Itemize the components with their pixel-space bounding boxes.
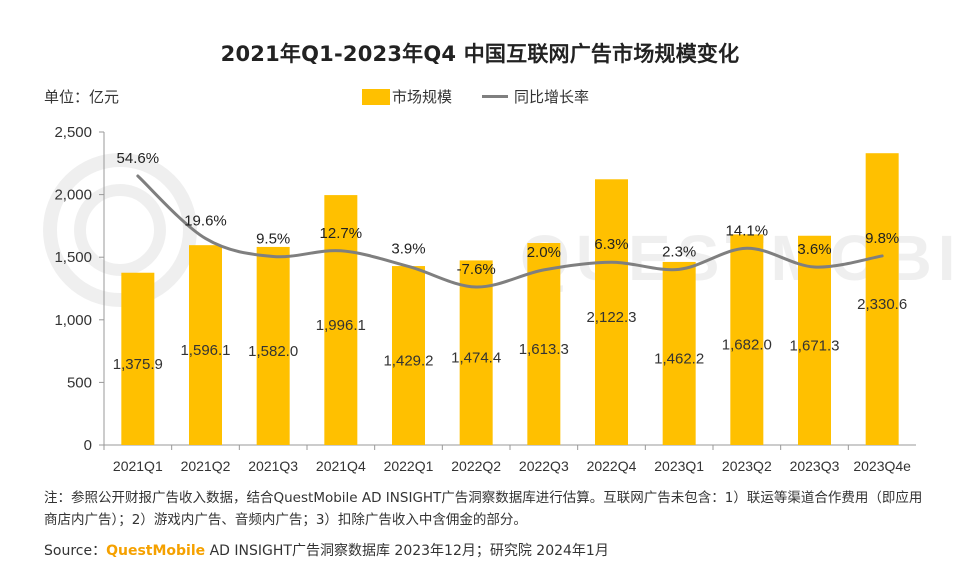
bar-value-label: 1,671.3: [789, 337, 839, 354]
growth-value-label: 14.1%: [726, 222, 769, 239]
y-tick-label: 0: [84, 437, 92, 454]
bar: [595, 179, 628, 446]
y-tick-label: 500: [67, 374, 92, 391]
y-tick-label: 2,000: [54, 187, 92, 204]
bar: [324, 195, 358, 445]
bar-value-label: 1,462.2: [654, 350, 704, 367]
bar-value-label: 1,474.4: [451, 350, 501, 367]
bar: [662, 261, 696, 445]
growth-value-label: 54.6%: [117, 150, 160, 167]
growth-value-label: 19.6%: [184, 212, 227, 229]
bar-value-label: 1,582.0: [248, 343, 298, 360]
footnote: 注：参照公开财报广告收入数据，结合QuestMobile AD INSIGHT广…: [44, 490, 923, 528]
growth-value-label: 9.8%: [865, 230, 899, 247]
growth-value-label: -7.6%: [457, 261, 496, 278]
x-tick-label: 2021Q4: [316, 458, 366, 474]
growth-value-label: 2.0%: [527, 244, 561, 261]
growth-value-label: 3.6%: [797, 241, 831, 258]
legend-bar-label: 市场规模: [392, 88, 453, 106]
bar-value-label: 2,122.3: [586, 309, 636, 326]
source-prefix: Source：: [44, 543, 107, 559]
bar: [459, 260, 493, 445]
bar-value-label: 1,613.3: [519, 341, 569, 358]
bar: [527, 243, 561, 445]
x-tick-label: 2023Q2: [722, 458, 772, 474]
bar: [392, 266, 425, 445]
legend-bar-swatch: [362, 88, 390, 105]
bar: [730, 234, 764, 445]
bar-value-label: 2,330.6: [857, 296, 907, 313]
bar: [121, 272, 155, 445]
bar-labels-group: 1,375.9 1,596.1 1,582.0 1,996.1 1,429.2 1,474…: [113, 296, 907, 373]
source-line: Source：QuestMobile AD INSIGHT广告洞察数据库 202…: [44, 540, 609, 560]
y-tick-label: 1,500: [54, 249, 92, 266]
bar-value-label: 1,429.2: [383, 353, 433, 370]
x-tick-label: 2022Q4: [587, 458, 637, 474]
growth-line-group: [136, 174, 884, 289]
legend-line-swatch: [482, 95, 509, 98]
x-tick-label: 2023Q4e: [853, 458, 911, 474]
x-tick-label: 2022Q2: [451, 458, 501, 474]
growth-line: [136, 174, 884, 289]
bar-value-label: 1,996.1: [316, 317, 366, 334]
x-tick-label: 2021Q2: [181, 458, 231, 474]
y-tick-label: 1,000: [54, 312, 92, 329]
bar-value-label: 1,375.9: [113, 356, 163, 373]
source-brand: QuestMobile: [106, 543, 206, 559]
source-rest: AD INSIGHT广告洞察数据库 2023年12月；研究院 2024年1月: [205, 543, 609, 559]
growth-value-label: 6.3%: [594, 236, 628, 253]
x-tick-label: 2022Q3: [519, 458, 569, 474]
unit-label: 单位：亿元: [44, 88, 120, 106]
growth-value-label: 2.3%: [662, 243, 696, 260]
x-tick-label: 2022Q1: [384, 458, 434, 474]
axes: 0 500 1,000 1,500 2,000 2,500 2021Q1 2021Q2 2021…: [54, 124, 916, 474]
bars-group: [121, 153, 899, 446]
legend: 市场规模 同比增长率: [362, 86, 589, 107]
growth-value-label: 12.7%: [320, 225, 363, 242]
growth-value-label: 9.5%: [256, 230, 290, 247]
bar: [256, 246, 290, 445]
y-tick-label: 2,500: [54, 124, 92, 141]
chart-title: 2021年Q1-2023年Q4 中国互联网广告市场规模变化: [220, 42, 740, 66]
x-tick-label: 2021Q3: [248, 458, 298, 474]
bar: [189, 245, 222, 445]
x-tick-label: 2023Q3: [790, 458, 840, 474]
bar-value-label: 1,596.1: [180, 342, 230, 359]
growth-value-label: 3.9%: [391, 240, 425, 257]
bar-value-label: 1,682.0: [722, 337, 772, 354]
bar: [865, 153, 899, 446]
legend-line-label: 同比增长率: [514, 88, 590, 106]
growth-labels-group: 54.6% 19.6% 9.5% 12.7% 3.9% -7.6% 2.0% 6.3% 2.3%…: [117, 150, 900, 278]
x-tick-label: 2021Q1: [113, 458, 163, 474]
bar: [798, 235, 831, 445]
x-tick-label: 2023Q1: [654, 458, 704, 474]
